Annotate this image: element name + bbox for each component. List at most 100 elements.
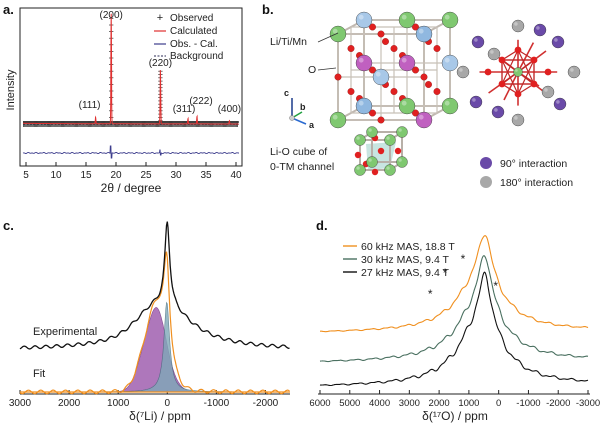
grey-atom-highlight (544, 88, 548, 92)
oxygen-atom (377, 116, 385, 124)
panel-a-label: a. (3, 2, 14, 17)
oxygen-atom (420, 73, 428, 81)
legend-90: 90° interaction (500, 158, 567, 170)
difference-line (22, 145, 239, 159)
o-tick-label: -3000 (576, 398, 600, 409)
tm-atom (372, 68, 390, 86)
tm-atom-highlight (418, 28, 424, 34)
legend-90-marker (480, 157, 492, 169)
grey-atom-highlight (459, 68, 463, 72)
legend-180-marker (480, 176, 492, 188)
li-tick-label: 3000 (9, 398, 32, 409)
oxygen-atom (530, 80, 538, 88)
purple-atom-highlight (472, 98, 476, 102)
fit-sum-line (19, 251, 290, 395)
tm-atom-highlight (401, 100, 407, 106)
o-nmr-stars: * * * * (428, 252, 499, 301)
xrd-tick-label: 10 (50, 170, 62, 181)
o-tick-label: 4000 (369, 398, 390, 409)
axis-b-label: b (300, 102, 306, 112)
legend-background: Background (170, 51, 223, 62)
oxygen-atom (390, 45, 398, 52)
purple-atom (553, 97, 567, 111)
oxygen-atom (412, 109, 419, 117)
o-nmr-ticks: 6000 5000 4000 3000 2000 1000 0 -1000 -2000 -3000 (309, 390, 600, 409)
xrd-peak-labels: (200) (220) (111) (311)(222) (400) (79, 10, 241, 115)
oxygen-atom (369, 66, 376, 74)
oxygen-atom (347, 88, 355, 95)
purple-atom-highlight (494, 108, 498, 112)
spectrum-60khz (320, 235, 589, 333)
axis-origin (289, 115, 295, 121)
o-nmr-legend: 60 kHz MAS, 18.8 T 30 kHz MAS, 9.4 T 27 … (343, 241, 455, 279)
center-atom (513, 67, 523, 77)
xrd-ticks: 5 10 15 20 25 30 35 40 (23, 162, 242, 181)
legend-180: 180° interaction (500, 177, 573, 189)
legend-difference: Obs. - Cal. (170, 39, 218, 50)
legend-60khz: 60 kHz MAS, 18.8 T (361, 241, 455, 253)
panel-c-label: c. (3, 218, 14, 233)
o-tick-label: 0 (496, 398, 501, 409)
oxygen-atom (544, 68, 552, 76)
xrd-xlabel: 2θ / degree (101, 181, 162, 195)
legend-27khz: 27 kHz MAS, 9.4 T (361, 267, 450, 279)
tm-atom-highlight (332, 28, 338, 34)
tm-atom (355, 11, 373, 29)
o-pointer (317, 67, 337, 71)
tm-atom-highlight (332, 114, 338, 120)
grey-atom-highlight (490, 50, 494, 54)
o-tick-label: 2000 (429, 398, 450, 409)
tm-atom (415, 25, 433, 43)
purple-atom-highlight (556, 100, 560, 104)
o-tick-label: 3000 (399, 398, 420, 409)
li-tick-label: 0 (164, 398, 170, 409)
o-nmr-plot: 6000 5000 4000 3000 2000 1000 0 -1000 -2000 -3000… (309, 235, 600, 423)
li-tick-label: 2000 (58, 398, 81, 409)
tm-atom-highlight (444, 14, 450, 20)
xrd-tick-label: 30 (170, 170, 182, 181)
grey-atom (511, 113, 525, 127)
crystal-axes: c b a (284, 88, 315, 130)
li-tick-label: -2000 (253, 398, 279, 409)
fit-broad-component (20, 307, 290, 393)
xrd-legend: + Observed Calculated Obs. - Cal. Backgr… (154, 12, 223, 62)
xrd-tick-label: 15 (80, 170, 92, 181)
grey-atom (511, 19, 525, 33)
tm-atom-highlight (375, 71, 381, 77)
li-nmr-xlabel: δ(⁷Li) / ppm (129, 409, 191, 423)
peak-label: (220) (149, 58, 172, 69)
o-nmr-xlabel: δ(¹⁷O) / ppm (422, 409, 488, 423)
oxygen-atom (498, 56, 506, 64)
experimental-line (19, 221, 290, 350)
tm-atom (355, 54, 373, 72)
xrd-lines (22, 13, 239, 159)
oxygen-atom (530, 56, 538, 64)
spinning-sideband-star: * (428, 287, 433, 301)
oxygen-atom (377, 147, 385, 155)
li-atom (366, 156, 378, 168)
tm-atom (355, 97, 373, 115)
li-atom (366, 126, 378, 138)
structure-illustration: Li/Ti/Mn O c b a Li-O cube of 0-TM chann… (270, 11, 581, 189)
tm-pointer (317, 32, 339, 43)
oxygen-atom (433, 45, 441, 52)
spectrum-27khz (319, 271, 589, 387)
o-nmr-lines (319, 235, 589, 387)
bond (501, 49, 519, 85)
oxygen-atom (369, 23, 376, 31)
tm-atom-highlight (444, 100, 450, 106)
li-atom (354, 134, 366, 146)
purple-atom-highlight (536, 26, 540, 30)
li-atom (384, 164, 396, 176)
oxygen-atom (514, 46, 522, 54)
li-atom-highlight (356, 136, 360, 140)
bond (517, 59, 535, 95)
bond (501, 59, 519, 95)
o-tick-label: 6000 (309, 398, 330, 409)
oxygen-atom (371, 168, 379, 176)
li-atom (396, 126, 408, 138)
tm-atom (398, 54, 416, 72)
li-tick-label: -1000 (204, 398, 230, 409)
li-atom-highlight (398, 128, 402, 132)
li-atom-highlight (386, 166, 390, 170)
